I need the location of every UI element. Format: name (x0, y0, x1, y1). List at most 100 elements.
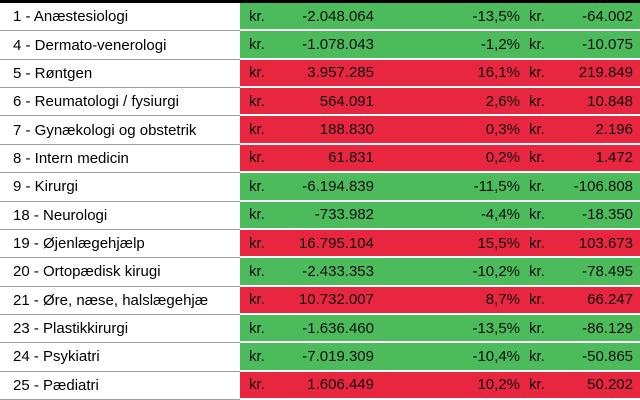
specialty-cell[interactable]: 23 - Plastikkirurgi (0, 314, 240, 344)
percent-value: 0,2% (485, 149, 520, 167)
amount-cell[interactable]: kr. -1.636.460 (240, 315, 380, 341)
amount-cell[interactable]: kr. -1.078.043 (240, 31, 380, 57)
table-row: 25 - Pædiatri kr. 1.606.449 10,2% kr. 50… (0, 371, 640, 400)
amount-cell[interactable]: kr. 16.795.104 (240, 230, 380, 256)
percent-cell[interactable]: 0,3% (380, 116, 522, 142)
specialty-cell[interactable]: 18 - Neurologi (0, 201, 240, 230)
currency-prefix: kr. (249, 234, 265, 252)
specialty-cell[interactable]: 4 - Dermato-venerologi (0, 31, 240, 60)
amount-cell[interactable]: kr. -7.019.309 (240, 343, 380, 369)
table-row: 5 - Røntgen kr. 3.957.285 16,1% kr. 219.… (0, 59, 640, 89)
percent-value: -4,4% (480, 206, 520, 224)
per-unit-cell[interactable]: kr. 103.673 (522, 230, 640, 256)
specialty-cell[interactable]: 25 - Pædiatri (0, 371, 240, 400)
currency-prefix: kr. (529, 7, 545, 25)
amount-cell[interactable]: kr. 1.606.449 (240, 372, 380, 398)
per-unit-cell[interactable]: kr. 1.472 (522, 145, 640, 171)
percent-cell[interactable]: -4,4% (380, 202, 522, 228)
currency-prefix: kr. (529, 92, 545, 110)
per-unit-cell[interactable]: kr. -106.808 (522, 173, 640, 199)
specialty-cell[interactable]: 6 - Reumatologi / fysiurgi (0, 88, 240, 117)
percent-value: 0,3% (485, 121, 520, 139)
specialty-cell[interactable]: 7 - Gynækologi og obstetrik (0, 116, 240, 145)
per-unit-value: -86.129 (582, 319, 633, 337)
percent-value: 15,5% (477, 234, 520, 252)
amount-cell[interactable]: kr. -733.982 (240, 202, 380, 228)
row-highlight: kr. -1.078.043 -1,2% kr. -10.075 (240, 31, 640, 60)
specialty-label: 25 - Pædiatri (13, 376, 99, 394)
per-unit-cell[interactable]: kr. 219.849 (522, 60, 640, 86)
currency-prefix: kr. (249, 262, 265, 280)
currency-prefix: kr. (529, 376, 545, 394)
table-row: 6 - Reumatologi / fysiurgi kr. 564.091 2… (0, 88, 640, 117)
per-unit-cell[interactable]: kr. -10.075 (522, 31, 640, 57)
currency-prefix: kr. (529, 177, 545, 195)
specialty-cell[interactable]: 20 - Ortopædisk kirugi (0, 258, 240, 287)
amount-cell[interactable]: kr. -2.433.353 (240, 258, 380, 284)
percent-cell[interactable]: 0,2% (380, 145, 522, 171)
per-unit-cell[interactable]: kr. -18.350 (522, 202, 640, 228)
specialty-label: 9 - Kirurgi (13, 178, 79, 196)
percent-cell[interactable]: -10,2% (380, 258, 522, 284)
specialty-label: 1 - Anæstesiologi (13, 8, 129, 26)
specialty-label: 20 - Ortopædisk kirugi (13, 263, 161, 281)
amount-cell[interactable]: kr. 3.957.285 (240, 60, 380, 86)
percent-value: -1,2% (480, 36, 520, 54)
amount-cell[interactable]: kr. 564.091 (240, 88, 380, 114)
table-row: 9 - Kirurgi kr. -6.194.839 -11,5% kr. -1… (0, 173, 640, 202)
specialty-cell[interactable]: 24 - Psykiatri (0, 343, 240, 372)
specialty-cell[interactable]: 9 - Kirurgi (0, 173, 240, 202)
percent-cell[interactable]: 16,1% (380, 60, 522, 86)
currency-prefix: kr. (249, 64, 265, 82)
percent-cell[interactable]: 2,6% (380, 88, 522, 114)
currency-prefix: kr. (249, 149, 265, 167)
table-row: 1 - Anæstesiologi kr. -2.048.064 -13,5% … (0, 3, 640, 32)
specialty-cell[interactable]: 5 - Røntgen (0, 59, 240, 89)
percent-cell[interactable]: 10,2% (380, 372, 522, 398)
per-unit-cell[interactable]: kr. -64.002 (522, 3, 640, 29)
row-highlight: kr. 188.830 0,3% kr. 2.196 (240, 116, 640, 145)
specialty-cell[interactable]: 19 - Øjenlægehjælp (0, 229, 240, 259)
percent-cell[interactable]: -1,2% (380, 31, 522, 57)
amount-cell[interactable]: kr. -6.194.839 (240, 173, 380, 199)
specialty-cell[interactable]: 1 - Anæstesiologi (0, 3, 240, 32)
per-unit-value: -18.350 (582, 206, 633, 224)
amount-value: 10.732.007 (298, 291, 374, 309)
percent-cell[interactable]: -13,5% (380, 315, 522, 341)
percent-cell[interactable]: -11,5% (380, 173, 522, 199)
currency-prefix: kr. (249, 36, 265, 54)
row-highlight: kr. -6.194.839 -11,5% kr. -106.808 (240, 173, 640, 202)
per-unit-value: 2.196 (595, 121, 633, 139)
currency-prefix: kr. (249, 177, 265, 195)
per-unit-cell[interactable]: kr. -78.495 (522, 258, 640, 284)
specialty-cell[interactable]: 21 - Øre, næse, halslægehjæ (0, 286, 240, 315)
table-row: 20 - Ortopædisk kirugi kr. -2.433.353 -1… (0, 258, 640, 287)
percent-cell[interactable]: -10,4% (380, 343, 522, 369)
specialty-cell[interactable]: 8 - Intern medicin (0, 144, 240, 174)
amount-cell[interactable]: kr. -2.048.064 (240, 3, 380, 29)
per-unit-cell[interactable]: kr. 2.196 (522, 116, 640, 142)
specialty-label: 21 - Øre, næse, halslægehjæ (13, 291, 209, 309)
percent-value: -13,5% (472, 7, 520, 25)
percent-cell[interactable]: 8,7% (380, 287, 522, 313)
per-unit-cell[interactable]: kr. 10.848 (522, 88, 640, 114)
row-highlight: kr. -7.019.309 -10,4% kr. -50.865 (240, 343, 640, 372)
per-unit-value: -106.808 (573, 177, 633, 195)
currency-prefix: kr. (529, 149, 545, 167)
per-unit-value: -10.075 (582, 36, 633, 54)
per-unit-cell[interactable]: kr. -86.129 (522, 315, 640, 341)
row-highlight: kr. 1.606.449 10,2% kr. 50.202 (240, 371, 640, 400)
per-unit-cell[interactable]: kr. 50.202 (522, 372, 640, 398)
per-unit-cell[interactable]: kr. 66.247 (522, 287, 640, 313)
percent-cell[interactable]: 15,5% (380, 230, 522, 256)
currency-prefix: kr. (529, 36, 545, 54)
currency-prefix: kr. (529, 319, 545, 337)
per-unit-cell[interactable]: kr. -50.865 (522, 343, 640, 369)
amount-cell[interactable]: kr. 10.732.007 (240, 287, 380, 313)
percent-cell[interactable]: -13,5% (380, 3, 522, 29)
per-unit-value: 10.848 (587, 92, 633, 110)
amount-cell[interactable]: kr. 188.830 (240, 116, 380, 142)
amount-cell[interactable]: kr. 61.831 (240, 145, 380, 171)
table-row: 21 - Øre, næse, halslægehjæ kr. 10.732.0… (0, 286, 640, 315)
